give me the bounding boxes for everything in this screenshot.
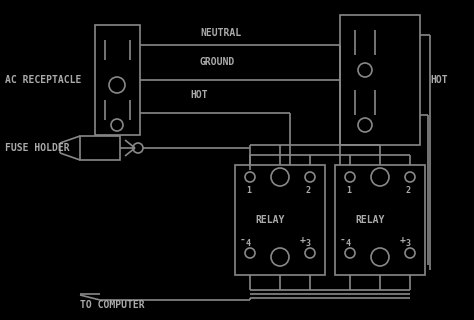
- Text: 2: 2: [406, 186, 411, 195]
- Text: GROUND: GROUND: [200, 57, 235, 67]
- Text: 3: 3: [306, 238, 311, 247]
- Text: 1: 1: [246, 186, 251, 195]
- Text: 4: 4: [246, 238, 251, 247]
- Bar: [335, 165, 425, 275]
- Text: +: +: [400, 235, 406, 245]
- Text: TO COMPUTER: TO COMPUTER: [80, 300, 145, 310]
- Text: FUSE HOLDER: FUSE HOLDER: [5, 143, 70, 153]
- Text: 1: 1: [346, 186, 351, 195]
- Text: -: -: [340, 235, 346, 245]
- Text: HOT: HOT: [430, 75, 447, 85]
- Bar: [340, 15, 420, 145]
- Bar: [235, 165, 325, 275]
- Text: 2: 2: [306, 186, 311, 195]
- Text: +: +: [300, 235, 306, 245]
- Text: HOT: HOT: [190, 90, 208, 100]
- Text: 3: 3: [406, 238, 411, 247]
- Text: AC RECEPTACLE: AC RECEPTACLE: [5, 75, 82, 85]
- Text: 4: 4: [346, 238, 351, 247]
- Text: NEUTRAL: NEUTRAL: [200, 28, 241, 38]
- Text: RELAY: RELAY: [255, 215, 284, 225]
- Bar: [95, 25, 140, 135]
- Bar: [80, 136, 120, 160]
- Text: RELAY: RELAY: [355, 215, 384, 225]
- Text: -: -: [240, 235, 246, 245]
